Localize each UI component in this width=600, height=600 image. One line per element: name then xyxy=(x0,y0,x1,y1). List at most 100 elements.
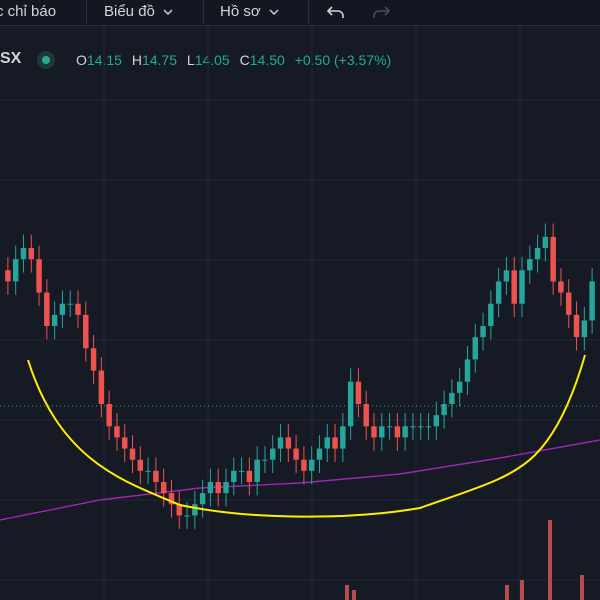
candle-body xyxy=(558,281,564,293)
price-chart[interactable] xyxy=(0,26,600,600)
chart-grid xyxy=(0,26,600,600)
candle-body xyxy=(355,381,362,404)
candle-body xyxy=(129,448,136,460)
candle-body xyxy=(418,426,424,428)
volume-bar xyxy=(548,520,552,600)
redo-icon[interactable] xyxy=(370,2,392,22)
candle-body xyxy=(106,404,112,427)
candle-body xyxy=(137,459,144,471)
indicators-label: c chỉ báo xyxy=(0,3,57,20)
chevron-down-icon xyxy=(163,9,173,16)
candle-body xyxy=(231,470,237,482)
candle-body xyxy=(207,482,214,494)
candle-body xyxy=(433,415,440,427)
candle-body xyxy=(340,426,346,449)
candle-body xyxy=(262,459,268,461)
candle-body xyxy=(238,470,245,472)
cup-pattern-line xyxy=(27,354,586,518)
candle-body xyxy=(145,470,151,472)
candle-body xyxy=(301,459,307,471)
candle-body xyxy=(192,504,198,516)
market-status-icon xyxy=(37,51,55,69)
candle-body xyxy=(246,470,253,482)
candle-body xyxy=(324,437,330,449)
volume-bars xyxy=(345,520,584,600)
candle-body xyxy=(456,381,463,393)
low-value: 14.05 xyxy=(194,52,230,68)
volume-bar xyxy=(580,575,584,600)
candle-body xyxy=(199,493,206,505)
candle-body xyxy=(90,348,97,371)
profile-button[interactable]: Hồ sơ xyxy=(220,0,279,25)
toolbar-divider xyxy=(86,0,87,24)
candle-body xyxy=(410,426,416,428)
volume-bar xyxy=(505,585,509,600)
candle-body xyxy=(293,448,299,460)
undo-icon[interactable] xyxy=(325,2,347,22)
high-value: 14.75 xyxy=(141,52,177,68)
moving-average-line xyxy=(0,439,600,521)
candle-body xyxy=(270,448,276,460)
candle-body xyxy=(223,482,229,494)
candle-body xyxy=(176,504,182,516)
volume-bar xyxy=(345,585,349,600)
candle-body xyxy=(534,248,541,260)
candle-body xyxy=(495,281,502,304)
candle-body xyxy=(28,248,34,260)
candle-body xyxy=(371,426,377,438)
candle-body xyxy=(153,470,159,482)
candle-body xyxy=(20,248,27,260)
candle-body xyxy=(511,270,517,304)
candle-body xyxy=(464,359,471,382)
open-key: O xyxy=(76,52,87,68)
symbol-name[interactable]: SX xyxy=(0,50,22,67)
toolbar-divider xyxy=(203,0,204,24)
profile-label: Hồ sơ xyxy=(220,3,261,20)
candle-body xyxy=(573,314,580,338)
candle-body xyxy=(589,281,595,321)
chevron-down-icon xyxy=(269,9,279,16)
candle-body xyxy=(75,303,81,315)
candle-body xyxy=(441,404,447,416)
candle-body xyxy=(347,381,354,427)
candle-body xyxy=(122,437,128,449)
candle-body xyxy=(168,493,175,505)
candle-body xyxy=(519,270,525,304)
candle-body xyxy=(527,259,533,271)
candle-body xyxy=(488,303,494,326)
candle-body xyxy=(472,337,478,360)
candle-body xyxy=(285,437,292,449)
candle-body xyxy=(550,236,556,282)
volume-bar xyxy=(520,580,524,600)
volume-bar xyxy=(352,590,356,600)
close-key: C xyxy=(239,52,250,68)
candle-body xyxy=(114,426,120,438)
candle-body xyxy=(51,314,58,326)
candle-body xyxy=(503,270,510,282)
candle-body xyxy=(44,292,50,326)
candle-body xyxy=(363,404,369,427)
candle-body xyxy=(566,292,572,315)
candle-body xyxy=(36,259,42,293)
candle-body xyxy=(394,426,401,438)
indicators-button[interactable]: c chỉ báo xyxy=(0,0,56,25)
candle-body xyxy=(160,482,167,494)
candle-body xyxy=(67,303,73,305)
candle-body xyxy=(59,303,66,315)
chart-type-label: Biểu đồ xyxy=(104,3,155,20)
top-toolbar: c chỉ báo Biểu đồ Hồ sơ xyxy=(0,0,600,26)
chart-type-button[interactable]: Biểu đồ xyxy=(104,0,173,25)
candle-body xyxy=(542,236,549,248)
candle-body xyxy=(332,437,338,449)
candle-body xyxy=(98,370,105,404)
candle-body xyxy=(277,437,284,449)
candle-body xyxy=(184,515,190,517)
candle-body xyxy=(83,314,89,349)
candle-body xyxy=(425,426,432,428)
change-value: +0.50 (+3.57%) xyxy=(294,52,392,68)
candle-body xyxy=(449,392,455,404)
close-value: 14.50 xyxy=(249,52,285,68)
candle-body xyxy=(402,426,408,438)
candle-body xyxy=(5,270,11,282)
ohlc-values: O14.15 H14.75 L14.05 C14.50 +0.50 (+3.57… xyxy=(76,52,397,68)
